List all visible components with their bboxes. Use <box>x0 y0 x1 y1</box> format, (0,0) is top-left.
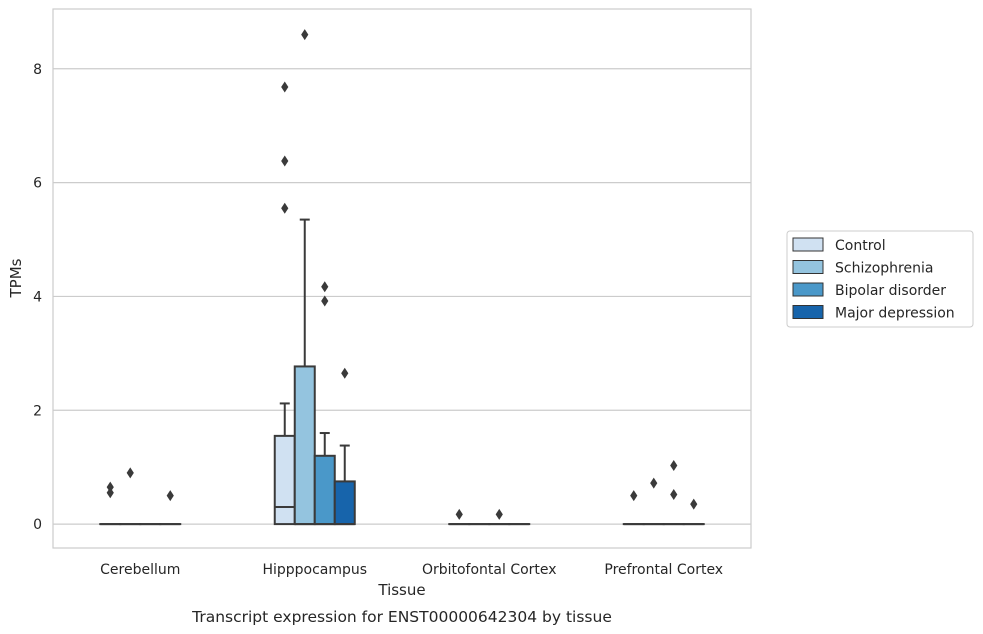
legend: Control Schizophrenia Bipolar disorder Majo… <box>786 230 974 328</box>
series-group <box>139 281 685 526</box>
x-tick-label: Prefrontal Cortex <box>604 562 723 578</box>
outlier-point <box>106 487 114 499</box>
outlier-point <box>321 281 329 293</box>
box-body <box>273 434 296 526</box>
box-body <box>293 365 316 526</box>
legend-swatch <box>792 237 824 252</box>
x-tick-label: Hipppocampus <box>262 562 367 578</box>
y-tick-label: 0 <box>33 517 42 533</box>
legend-frame <box>786 230 974 328</box>
legend-label: Major depression <box>835 306 955 322</box>
chart-caption: Transcript expression for ENST0000064230… <box>191 608 612 626</box>
y-tick-label: 2 <box>33 403 42 419</box>
box-groups <box>99 29 705 526</box>
x-tick-label: Orbitofontal Cortex <box>422 562 557 578</box>
box <box>662 459 685 526</box>
y-tick-label: 6 <box>33 176 42 192</box>
series-group <box>119 29 665 526</box>
box <box>313 281 336 526</box>
box <box>159 490 182 526</box>
legend-label: Control <box>835 238 886 254</box>
outlier-point <box>690 498 698 510</box>
outlier-point <box>341 367 349 379</box>
box-body <box>333 480 356 526</box>
x-axis-ticks: Cerebellum Hipppocampus Orbitofontal Corte… <box>100 562 723 578</box>
outlier-point <box>495 508 503 520</box>
outlier-point <box>321 295 329 307</box>
plot-background <box>53 9 751 548</box>
plot-frame <box>52 8 752 549</box>
outlier-point <box>650 477 658 489</box>
box-body <box>313 454 336 526</box>
legend-label: Bipolar disorder <box>835 283 946 299</box>
box <box>682 498 705 526</box>
outlier-point <box>166 490 174 502</box>
outlier-point <box>281 202 289 214</box>
y-tick-label: 4 <box>33 289 42 305</box>
legend-swatch <box>792 260 824 274</box>
outlier-point <box>126 467 134 479</box>
outlier-point <box>106 481 114 493</box>
outlier-point <box>301 29 309 41</box>
outlier-point <box>670 488 678 500</box>
y-axis-label: TPMs <box>7 258 25 298</box>
outlier-point <box>281 81 289 93</box>
x-axis-label: Tissue <box>377 581 425 599</box>
legend-label: Schizophrenia <box>835 261 933 277</box>
x-tick-label: Cerebellum <box>100 562 180 578</box>
legend-swatch <box>792 282 824 297</box>
outlier-point <box>630 490 638 502</box>
series-group <box>159 367 705 526</box>
outlier-point <box>281 155 289 167</box>
outlier-point <box>670 459 678 471</box>
y-axis-ticks: 0 2 4 6 8 <box>33 62 42 533</box>
legend-swatch <box>792 305 824 319</box>
box <box>293 29 316 526</box>
box <box>333 367 356 526</box>
outlier-point <box>455 508 463 520</box>
y-tick-label: 8 <box>33 62 42 78</box>
